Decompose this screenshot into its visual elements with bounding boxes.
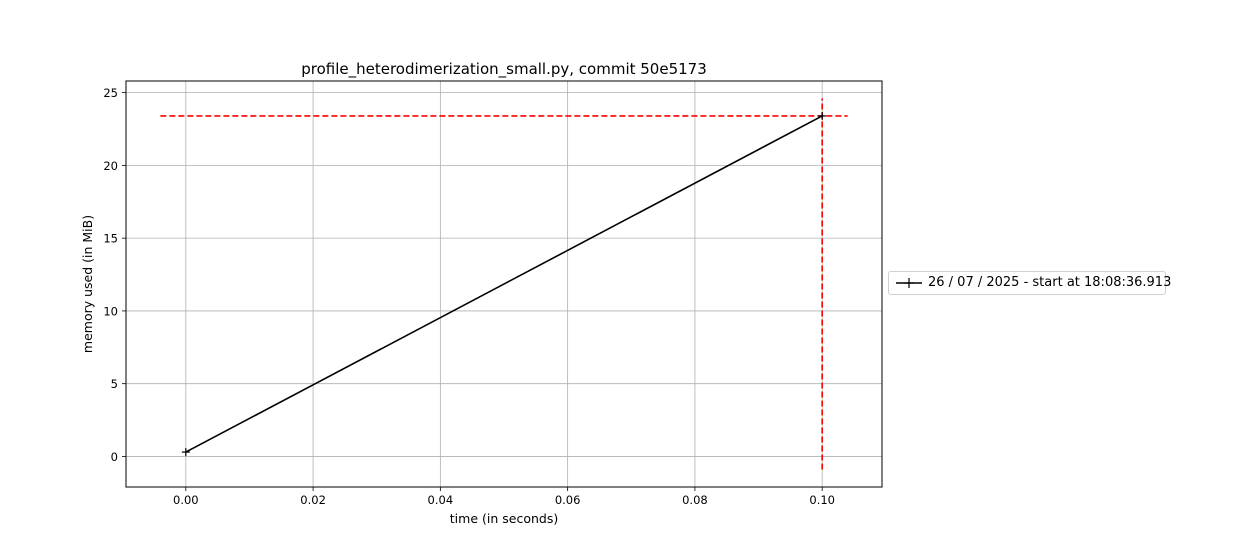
x-tick-label: 0.06 bbox=[555, 493, 581, 507]
series-layer bbox=[181, 111, 827, 457]
legend-line-marker-icon bbox=[896, 278, 922, 288]
x-tick-label: 0.10 bbox=[809, 493, 835, 507]
x-tick-label: 0.02 bbox=[300, 493, 326, 507]
reference-lines bbox=[160, 98, 848, 470]
x-tick-label: 0.00 bbox=[173, 493, 199, 507]
y-tick-label: 20 bbox=[103, 159, 118, 173]
axes-frame bbox=[125, 80, 883, 488]
data-point-marker bbox=[818, 111, 827, 120]
y-tick-label: 15 bbox=[103, 232, 118, 246]
chart-title: profile_heterodimerization_small.py, com… bbox=[301, 60, 707, 79]
legend: 26 / 07 / 2025 - start at 18:08:36.913 bbox=[888, 271, 1171, 295]
data-point-marker bbox=[181, 448, 190, 457]
ticks: 0.00 0.02 0.04 0.06 0.08 0.10 0 5 10 15 20 25 bbox=[103, 86, 835, 507]
series-line bbox=[185, 115, 823, 453]
y-tick-label: 25 bbox=[103, 86, 118, 100]
y-axis-label: memory used (in MiB) bbox=[80, 215, 95, 353]
legend-entry-label: 26 / 07 / 2025 - start at 18:08:36.913 bbox=[928, 275, 1172, 290]
y-tick-label: 5 bbox=[111, 377, 118, 391]
x-tick-label: 0.08 bbox=[682, 493, 708, 507]
x-tick-label: 0.04 bbox=[428, 493, 454, 507]
y-tick-label: 10 bbox=[103, 304, 118, 318]
x-axis-label: time (in seconds) bbox=[450, 511, 558, 526]
y-tick-label: 0 bbox=[111, 450, 118, 464]
